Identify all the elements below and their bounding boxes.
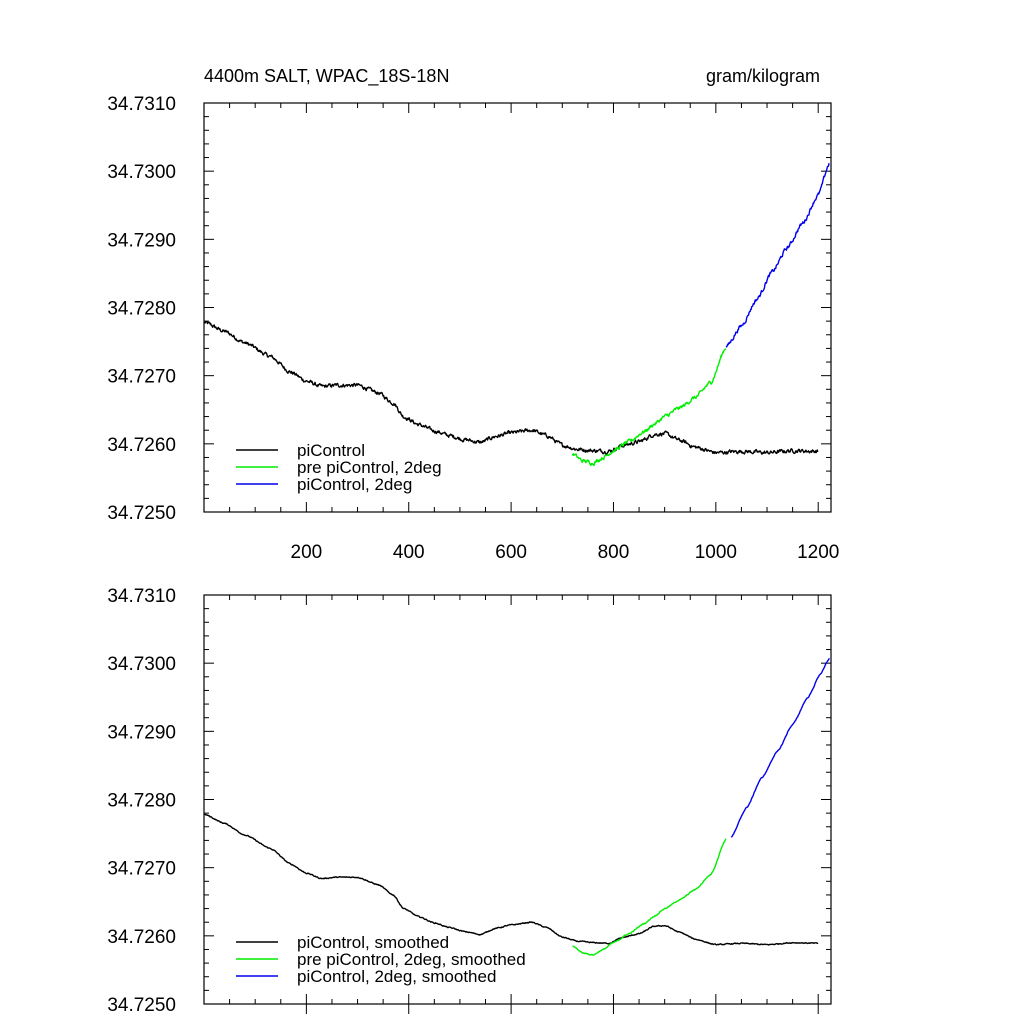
- x-tick-label: 1000: [695, 542, 737, 563]
- x-tick-label: 1200: [797, 542, 839, 563]
- x-axis-labels: 200 400 600 800 1000 1200: [291, 542, 840, 563]
- y-tick-label: 34.7280: [107, 299, 176, 320]
- y-tick-label: 34.7250: [107, 503, 176, 524]
- series-line: [204, 320, 819, 455]
- panel-bottom: 34.7250 34.7260 34.7270 34.7280 34.7290 34.73…: [107, 586, 832, 1016]
- y-tick-label: 34.7310: [107, 94, 176, 115]
- y-tick-label: 34.7290: [107, 722, 176, 743]
- series-line: [572, 838, 727, 956]
- y-tick-label: 34.7260: [107, 927, 176, 948]
- y-tick-label: 34.7310: [107, 586, 176, 607]
- plot-frame: [203, 594, 832, 1005]
- series-line: [730, 657, 830, 838]
- y-tick-label: 34.7290: [107, 230, 176, 251]
- legend-label: piControl, 2deg, smoothed: [297, 967, 496, 986]
- y-tick-label: 34.7300: [107, 162, 176, 183]
- y-tick-label: 34.7250: [107, 995, 176, 1016]
- chart-title: 4400m SALT, WPAC_18S-18N: [204, 66, 449, 87]
- plot-frame: [203, 102, 832, 513]
- x-tick-label: 800: [598, 542, 630, 563]
- plot-lines: [204, 657, 830, 956]
- x-tick-label: 400: [393, 542, 425, 563]
- series-line: [725, 162, 830, 348]
- y-tick-label: 34.7300: [107, 654, 176, 675]
- y-axis-labels: 34.7250 34.7260 34.7270 34.7280 34.7290 34.73…: [107, 94, 176, 524]
- plot-lines: [204, 162, 830, 467]
- series-line: [204, 813, 819, 946]
- y-tick-label: 34.7270: [107, 367, 176, 388]
- legend-label: piControl: [297, 441, 365, 460]
- panel-top: 4400m SALT, WPAC_18S-18N gram/kilogram 3…: [107, 66, 839, 563]
- legend-label: pre piControl, 2deg, smoothed: [297, 950, 526, 969]
- x-tick-label: 200: [291, 542, 323, 563]
- legend-label: piControl, smoothed: [297, 933, 449, 952]
- y-axis-labels: 34.7250 34.7260 34.7270 34.7280 34.7290 34.73…: [107, 586, 176, 1016]
- y-tick-label: 34.7280: [107, 791, 176, 812]
- legend-label: pre piControl, 2deg: [297, 458, 442, 477]
- y-tick-label: 34.7260: [107, 435, 176, 456]
- legend-label: piControl, 2deg: [297, 475, 412, 494]
- y-tick-label: 34.7270: [107, 859, 176, 880]
- units-label: gram/kilogram: [706, 66, 820, 86]
- series-line: [571, 348, 727, 467]
- x-tick-label: 600: [495, 542, 527, 563]
